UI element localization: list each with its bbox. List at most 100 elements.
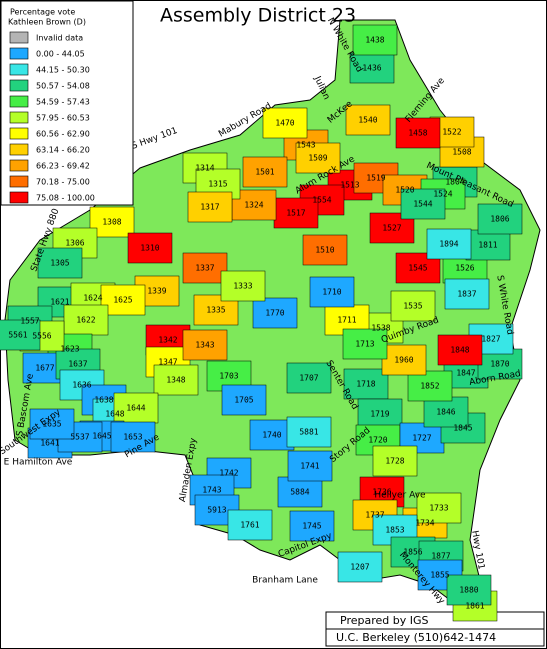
credits-line: U.C. Berkeley (510)642-1474 [336,631,496,644]
precinct [221,384,267,416]
precinct-label: 1703 [219,372,238,381]
legend-swatch [9,175,29,188]
legend-swatch [9,111,29,124]
legend-label: 50.57 - 54.08 [36,82,90,91]
precinct-label: 1960 [394,356,413,365]
precinct-label: 1624 [83,294,102,303]
precinct-label: 1846 [436,408,455,417]
precinct-label: 1852 [420,382,439,391]
legend-label: 60.56 - 62.90 [36,130,90,139]
precinct-label: 1713 [355,340,374,349]
precinct [63,304,109,336]
precinct-label: 1347 [158,358,177,367]
precinct-label: 1535 [403,302,422,311]
precinct-label: 1740 [262,431,281,440]
precinct [302,234,348,266]
precinct [220,270,266,302]
precinct-label: 1894 [439,240,458,249]
precinct-label: 1736 [372,488,391,497]
precinct-label: 1508 [452,148,471,157]
street-label: E Hamilton Ave [4,458,73,468]
precinct-label: 1310 [140,244,159,253]
precinct [352,24,398,56]
precinct-label: 1333 [233,282,252,291]
precinct [182,329,228,361]
precinct-label: 1677 [35,364,54,373]
precinct [286,416,332,448]
precinct-label: 1527 [382,224,401,233]
precinct-label: 1517 [286,209,305,218]
legend-swatch [9,79,29,92]
precinct [113,392,159,424]
precinct [444,278,490,310]
precinct-label: 5537 [70,433,89,442]
precinct [345,104,391,136]
precinct [309,276,355,308]
precinct-label: 1856 [403,548,422,557]
precinct [337,551,383,583]
precinct-label: 1513 [340,181,359,190]
precinct-label: 1524 [433,190,452,199]
map-title: Assembly District 23 [160,5,356,27]
legend-swatch [9,143,29,156]
precinct-label: 1501 [255,168,274,177]
precinct-label: 1711 [337,316,356,325]
precinct [437,334,483,366]
precinct [100,284,146,316]
precinct [343,368,389,400]
legend-swatch [9,31,29,44]
precinct [465,229,511,261]
precinct [227,509,273,541]
street-label: Hellyer Ave [374,491,426,501]
precinct [89,206,135,238]
precinct-label: 1870 [490,360,509,369]
precinct-label: 1526 [455,264,474,273]
precinct [0,319,41,351]
precinct-label: 1734 [415,519,434,528]
precinct [29,408,75,440]
precinct-label: 1641 [40,439,59,448]
precinct-label: 1519 [366,174,385,183]
precinct-label: 1306 [65,239,84,248]
precinct-label: 1737 [365,511,384,520]
precinct-label: 1845 [453,424,472,433]
legend-swatch [9,159,29,172]
precinct-label: 1861 [465,602,484,611]
precinct-label: 5913 [207,506,226,515]
precinct-label: 1847 [456,369,475,378]
precinct-label: 1741 [300,462,319,471]
precinct-label: 1728 [385,457,404,466]
precinct [400,188,446,220]
precinct [187,191,233,223]
precinct-label: 1761 [240,521,259,530]
precinct-label: 1343 [195,341,214,350]
precinct [287,450,333,482]
precinct-label: 1557 [20,317,39,326]
precinct-label: 1543 [296,141,315,150]
precinct [349,52,395,84]
precinct [395,117,441,149]
precinct [372,445,418,477]
precinct-label: 1719 [370,410,389,419]
precinct-label: 1636 [72,381,91,390]
precinct [110,421,156,453]
precinct-label: 1718 [356,380,375,389]
precinct-label: 1342 [158,336,177,345]
precinct-label: 1770 [265,309,284,318]
precinct-label: 1645 [92,432,111,441]
precinct-label: 1314 [195,164,214,173]
legend-label: 44.15 - 50.30 [36,66,90,75]
precinct-label: 1644 [126,404,145,413]
precinct [127,232,173,264]
legend-label: 0.00 - 44.05 [36,50,85,59]
legend-swatch [9,47,29,60]
precinct-label: 5884 [290,488,309,497]
precinct-label: 1436 [362,64,381,73]
precinct-label: 1510 [315,246,334,255]
credits-line: Prepared by IGS [340,614,428,627]
precinct-label: 1855 [430,571,449,580]
precinct-label: 1623 [60,345,79,354]
precinct [357,398,403,430]
legend-label: 66.23 - 69.42 [36,162,90,171]
